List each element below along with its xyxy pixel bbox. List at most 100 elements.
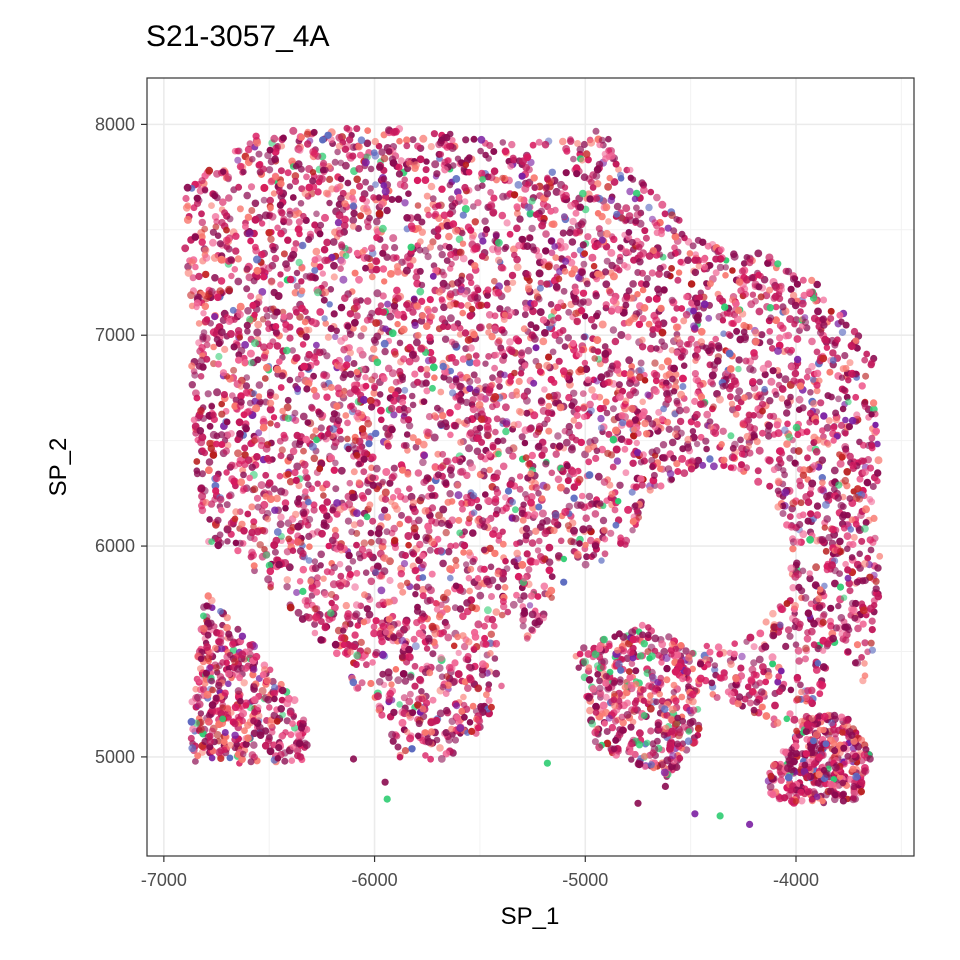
data-point (376, 391, 384, 398)
data-point (201, 449, 209, 457)
data-point (458, 707, 466, 715)
data-point (570, 251, 578, 259)
data-point (607, 196, 615, 204)
data-point (534, 443, 543, 451)
data-point (436, 629, 445, 638)
data-point (418, 218, 426, 226)
data-point (461, 329, 470, 337)
data-point (818, 681, 827, 690)
data-point (617, 171, 624, 179)
data-point (484, 606, 492, 615)
data-point (597, 414, 605, 423)
data-point (752, 338, 760, 346)
data-point (457, 302, 465, 309)
data-point (807, 600, 815, 608)
data-point (403, 214, 411, 222)
data-point (210, 253, 219, 262)
data-point (832, 416, 841, 424)
data-point (838, 328, 847, 336)
data-point (418, 228, 426, 236)
data-point (848, 416, 857, 425)
data-point (498, 211, 507, 220)
data-point (423, 365, 431, 373)
data-point (550, 442, 557, 450)
data-point (872, 427, 880, 435)
data-point (517, 195, 524, 203)
data-point (626, 379, 634, 387)
data-point (393, 286, 401, 295)
data-point (325, 542, 333, 550)
data-point (552, 511, 560, 519)
data-point (502, 494, 509, 501)
data-point (570, 483, 579, 491)
data-point (838, 453, 846, 461)
data-point (517, 596, 524, 604)
data-point (867, 639, 875, 647)
data-point (358, 545, 367, 554)
data-point (384, 300, 392, 308)
data-point (340, 627, 347, 634)
data-point (772, 303, 780, 311)
data-point (634, 291, 641, 298)
data-point (386, 479, 394, 487)
data-point (245, 229, 254, 238)
data-point (403, 142, 411, 150)
data-point (830, 437, 837, 444)
data-point (572, 287, 580, 296)
data-point (491, 325, 499, 333)
data-point (616, 257, 624, 265)
data-point (581, 250, 588, 257)
data-point (447, 314, 455, 323)
data-point (465, 273, 474, 281)
data-point (317, 221, 325, 229)
data-point (578, 346, 586, 354)
data-point (649, 463, 656, 471)
data-point (336, 229, 344, 238)
data-point (796, 520, 804, 529)
data-point (316, 263, 324, 271)
data-point (697, 433, 705, 441)
data-point (843, 468, 851, 476)
data-point (202, 254, 211, 262)
data-point (552, 450, 560, 458)
data-point (587, 138, 596, 147)
data-point (734, 404, 742, 412)
data-point (317, 562, 324, 569)
data-point (595, 225, 603, 233)
data-point (643, 430, 651, 438)
data-point (576, 145, 585, 154)
data-point (266, 146, 274, 154)
data-point (807, 389, 814, 396)
data-point (277, 452, 285, 460)
data-point (612, 521, 620, 529)
data-point (337, 194, 345, 203)
data-point (222, 236, 231, 245)
data-point (401, 495, 410, 503)
data-point (797, 499, 805, 507)
data-point (426, 546, 434, 554)
data-point (379, 478, 387, 486)
data-point (253, 138, 262, 147)
data-point (864, 554, 872, 562)
data-point (504, 487, 513, 495)
data-point (622, 469, 630, 477)
data-point (552, 399, 559, 407)
data-point (236, 302, 245, 311)
data-point (452, 376, 460, 384)
data-point (410, 635, 418, 643)
data-point (762, 618, 770, 626)
data-point (564, 334, 572, 342)
data-point (336, 560, 344, 568)
data-point (310, 501, 318, 509)
data-point (438, 601, 445, 609)
data-point (234, 156, 242, 164)
data-point (697, 400, 705, 409)
data-point (543, 361, 552, 370)
data-point (791, 602, 799, 610)
data-point (454, 714, 461, 721)
data-point (491, 277, 498, 285)
data-point (518, 560, 527, 569)
data-point (545, 558, 554, 566)
data-point (786, 710, 794, 718)
